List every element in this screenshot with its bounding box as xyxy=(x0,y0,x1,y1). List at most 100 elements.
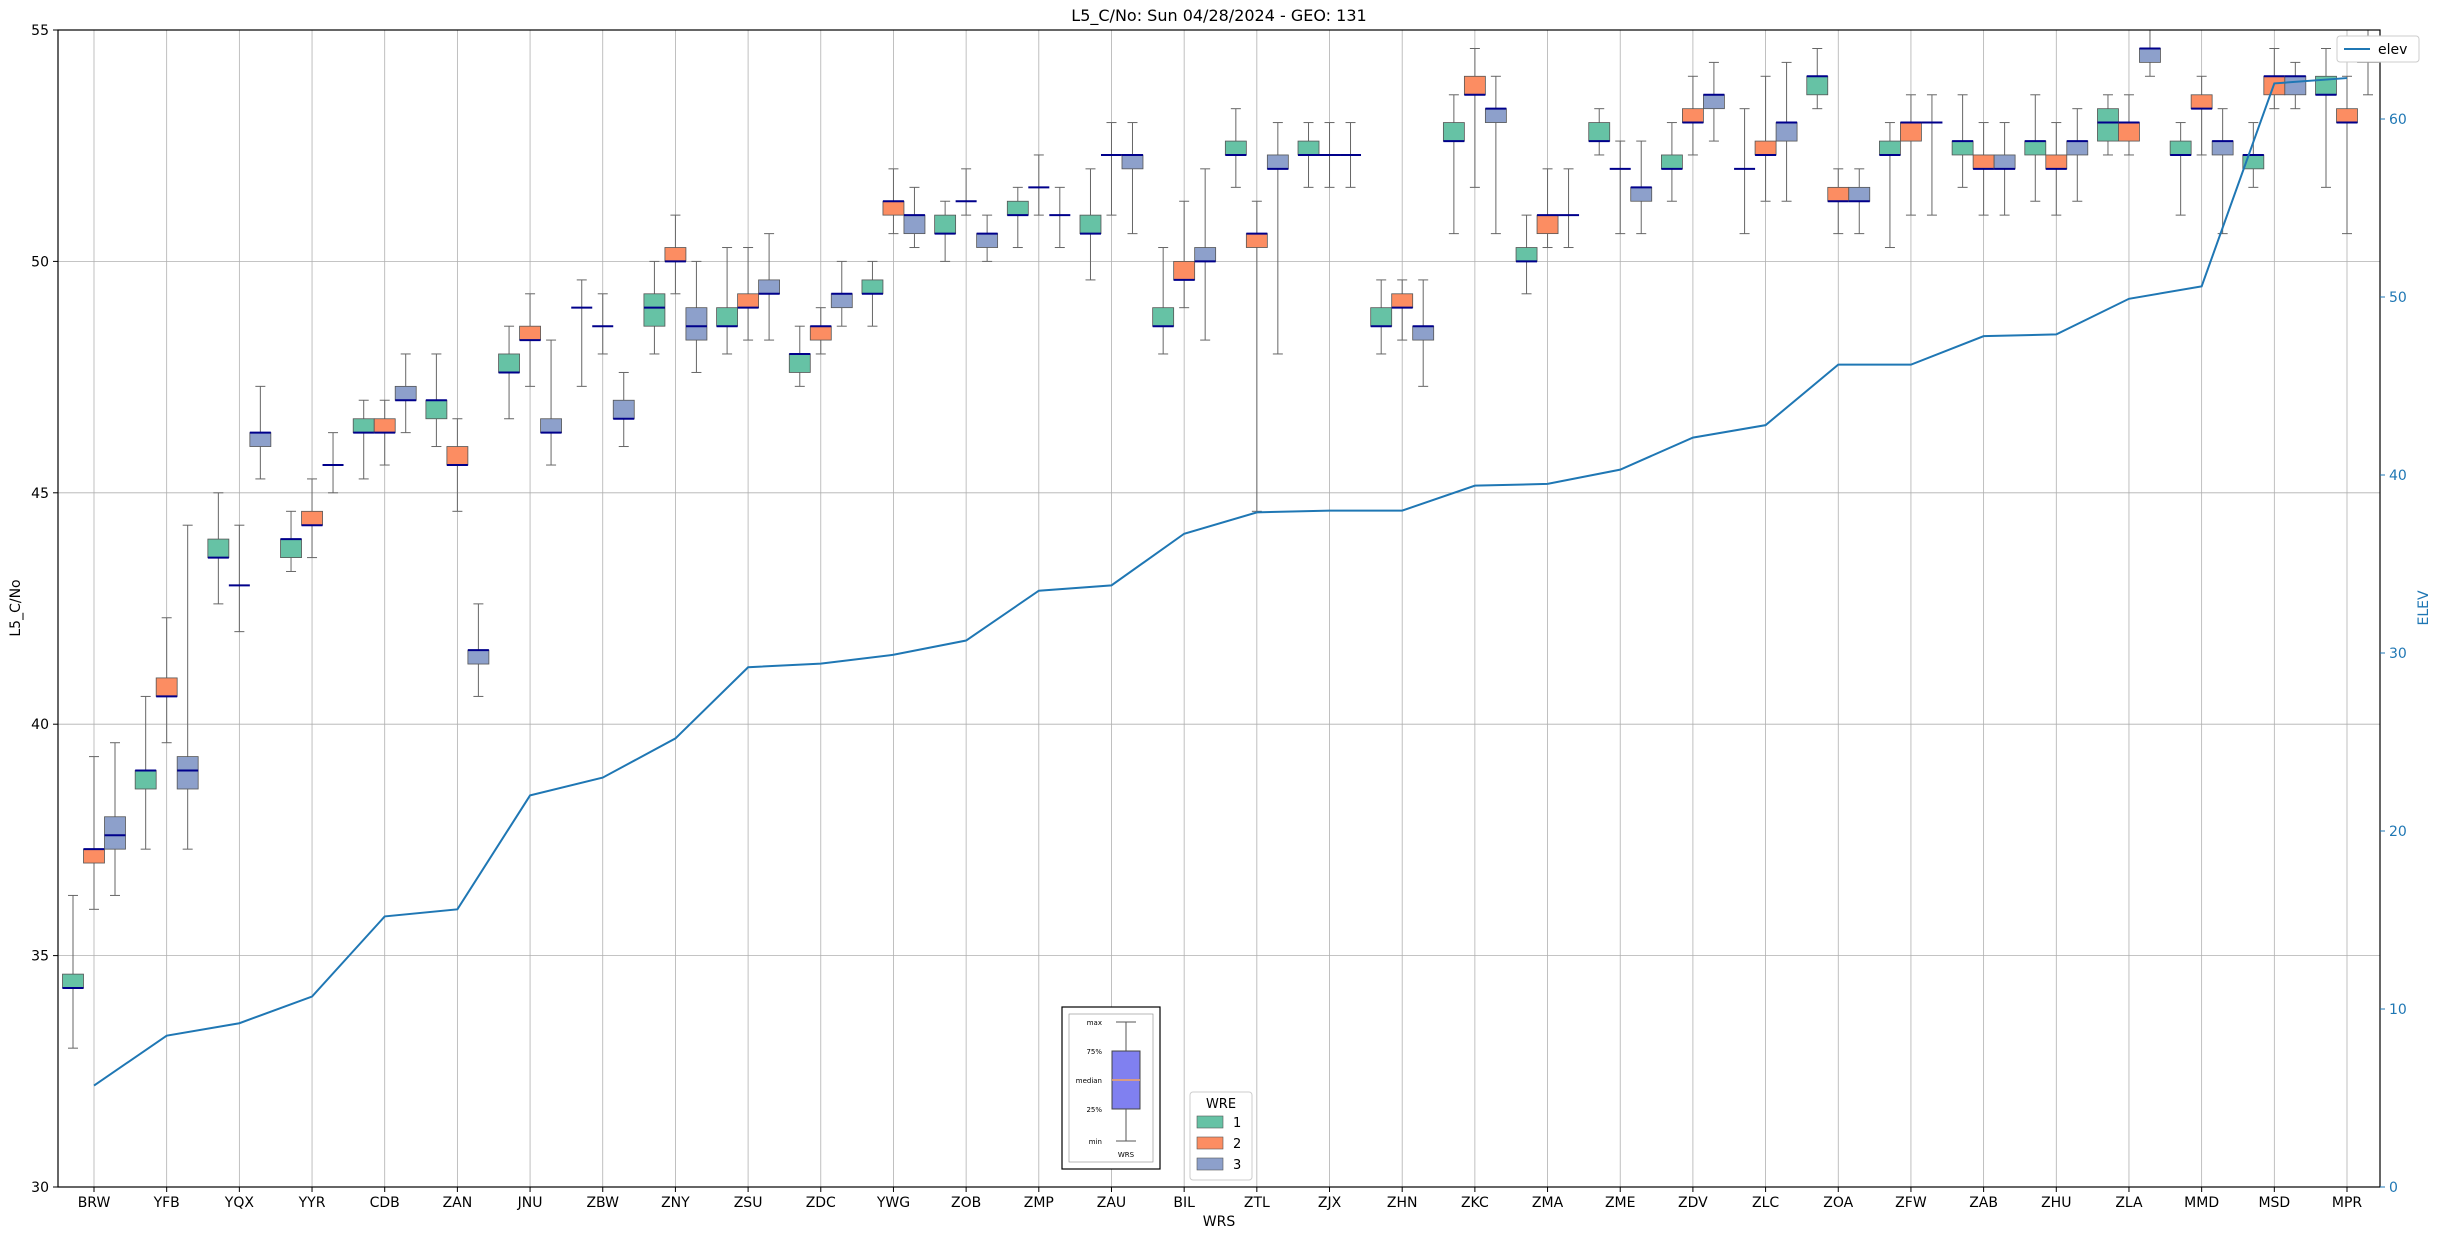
line-legend: elev xyxy=(2336,35,2420,63)
x-tick-label: MPR xyxy=(2332,1195,2363,1211)
box-wre-1 xyxy=(1297,122,1320,188)
box-plots xyxy=(62,29,2379,1049)
x-tick-label: ZFW xyxy=(1895,1195,1927,1211)
x-tick-label: ZAU xyxy=(1097,1195,1126,1211)
x-tick-label: ZLA xyxy=(2115,1195,2143,1211)
box-wre-1 xyxy=(571,279,593,387)
x-tick-label: ZAN xyxy=(443,1195,473,1211)
key-label-min: min xyxy=(1089,1138,1102,1146)
y2-tick-label: 20 xyxy=(2389,824,2407,840)
iqr-box xyxy=(1245,233,1268,248)
y-tick-label: 45 xyxy=(31,486,49,502)
y2-axis-label: ELEV xyxy=(2416,590,2432,625)
x-tick-label: CDB xyxy=(370,1195,400,1211)
iqr-box xyxy=(664,247,687,262)
box-wre-2 xyxy=(664,214,687,295)
box-wre-3 xyxy=(1848,168,1871,235)
iqr-box xyxy=(2045,154,2068,170)
box-wre-3 xyxy=(1194,168,1217,341)
x-tick-label: ZDV xyxy=(1678,1195,1708,1211)
y-tick-label: 55 xyxy=(31,23,49,39)
box-wre-3 xyxy=(1703,61,1725,142)
legend-label-wre-2: 2 xyxy=(1233,1137,1241,1152)
box-wre-2 xyxy=(1391,279,1414,341)
y-tick-label: 50 xyxy=(31,254,49,270)
x-tick-label: ZOB xyxy=(951,1195,981,1211)
box-wre-2 xyxy=(2336,75,2358,235)
iqr-box xyxy=(373,418,396,434)
iqr-box xyxy=(425,399,448,420)
iqr-box xyxy=(716,307,738,327)
box-wre-1 xyxy=(2169,122,2192,216)
iqr-box xyxy=(612,399,635,420)
box-wre-1 xyxy=(207,492,230,605)
box-wre-3 xyxy=(1484,75,1507,235)
iqr-box xyxy=(830,293,853,309)
iqr-box xyxy=(1848,186,1871,202)
y-axis-label: L5_C/No xyxy=(8,579,24,636)
box-plot-key: max 75% median 25% min WRS xyxy=(1061,1006,1161,1170)
box-wre-3 xyxy=(1630,140,1653,235)
box-wre-2 xyxy=(1682,75,1704,156)
box-wre-3 xyxy=(176,524,199,850)
box-wre-1 xyxy=(498,325,520,420)
y2-tick-label: 60 xyxy=(2389,112,2407,128)
box-wre-1 xyxy=(62,894,84,1049)
box-wre-2 xyxy=(592,293,614,355)
box-wre-1 xyxy=(2024,94,2047,202)
iqr-box xyxy=(498,353,520,373)
box-wre-2 xyxy=(2118,94,2140,156)
box-wre-2 xyxy=(1028,154,1050,216)
line-legend-label: elev xyxy=(2378,42,2407,58)
box-wre-2 xyxy=(1900,94,1922,216)
x-tick-label: ZOA xyxy=(1823,1195,1853,1211)
x-tick-label: ZME xyxy=(1605,1195,1636,1211)
x-tick-label: ZSU xyxy=(734,1195,763,1211)
iqr-box xyxy=(446,446,469,466)
iqr-box xyxy=(976,233,999,248)
box-wre-2 xyxy=(1319,122,1341,188)
box-wre-3 xyxy=(1558,168,1580,249)
iqr-box xyxy=(1515,247,1538,262)
box-wre-3 xyxy=(249,385,272,480)
iqr-box xyxy=(2118,122,2140,142)
iqr-box xyxy=(1442,122,1465,142)
x-tick-label: ZLC xyxy=(1752,1195,1779,1211)
box-wre-3 xyxy=(1993,122,2016,216)
iqr-box xyxy=(1006,200,1029,216)
y2-tick-label: 10 xyxy=(2389,1002,2407,1018)
box-wre-1 xyxy=(280,510,302,572)
key-label-median: median xyxy=(1076,1077,1102,1085)
y2-tick-label: 0 xyxy=(2389,1180,2398,1196)
box-wre-2 xyxy=(1536,168,1559,249)
box-wre-3 xyxy=(1775,61,1798,202)
iqr-box xyxy=(788,353,811,373)
iqr-box xyxy=(155,677,178,697)
box-wre-3 xyxy=(2066,108,2089,202)
y2-tick-label: 30 xyxy=(2389,646,2407,662)
x-tick-label: ZNY xyxy=(661,1195,690,1211)
box-wre-2 xyxy=(2190,75,2213,156)
iqr-box xyxy=(301,510,323,526)
iqr-box xyxy=(176,756,199,790)
box-wre-2 xyxy=(519,293,541,387)
x-tick-label: ZJX xyxy=(1318,1195,1342,1211)
x-tick-label: YFB xyxy=(153,1195,180,1211)
legend-label-wre-1: 1 xyxy=(1233,1116,1241,1131)
iqr-box xyxy=(2024,140,2047,156)
box-wre-3 xyxy=(1121,122,1144,235)
box-wre-1 xyxy=(788,325,811,387)
key-frame xyxy=(1061,1006,1161,1170)
iqr-box xyxy=(685,307,708,341)
box-wre-1 xyxy=(1515,214,1538,295)
key-inner-frame xyxy=(1068,1013,1154,1163)
iqr-box xyxy=(1682,108,1704,123)
x-tick-label: BIL xyxy=(1173,1195,1195,1211)
iqr-box xyxy=(1703,94,1725,110)
box-wre-1 xyxy=(1734,108,1756,235)
box-wre-3 xyxy=(1049,186,1071,249)
box-wre-1 xyxy=(1951,94,1974,188)
